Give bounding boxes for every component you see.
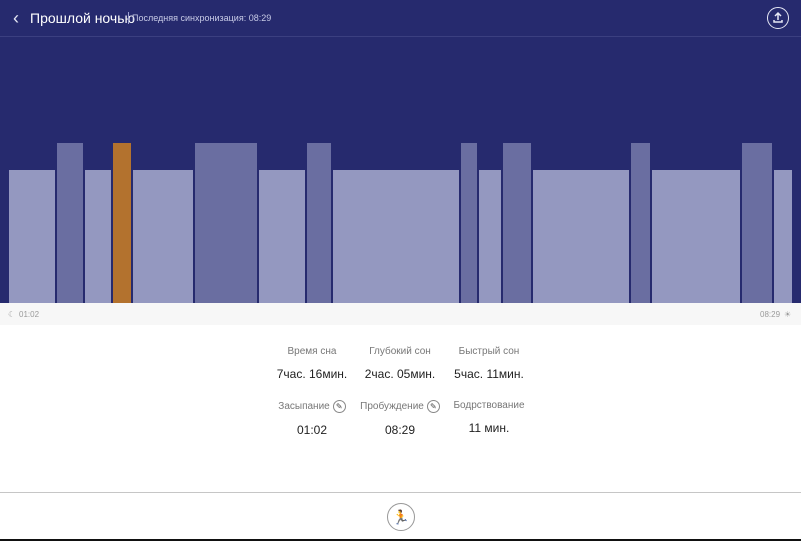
stat-label: Время сна — [287, 346, 337, 357]
timeline-start: 01:02 — [19, 310, 40, 319]
stat-fast-sleep: Быстрый сон 5час. 11мин. — [429, 346, 549, 381]
stat-wake-up: Пробуждение ✎ 08:29 — [340, 400, 460, 437]
sleep-segment-deep — [503, 143, 531, 303]
stat-label: Бодрствование — [453, 400, 525, 411]
app-header: ‹ Прошлой ночью Последняя синхронизация:… — [0, 0, 801, 37]
stat-label-text: Пробуждение — [360, 401, 424, 413]
bottom-border — [0, 539, 801, 541]
activity-button[interactable]: 🏃 — [387, 503, 415, 531]
stat-sleep-time: Время сна 7час. 16мин. — [252, 346, 372, 381]
stat-label: Засыпание ✎ — [252, 400, 372, 413]
stat-deep-sleep: Глубокий сон 2час. 05мин. — [340, 346, 460, 381]
stat-label-text: Засыпание — [278, 401, 330, 413]
stat-value: 2час. 05мин. — [364, 367, 436, 381]
sleep-segment-deep — [631, 143, 650, 303]
chevron-left-icon: ‹ — [13, 8, 19, 28]
stat-value: 5час. 11мин. — [454, 367, 524, 381]
sleep-segment-awake — [113, 143, 131, 303]
stat-value: 01:02 — [296, 423, 328, 437]
sleep-chart — [0, 37, 801, 303]
running-person-icon: 🏃 — [392, 509, 410, 525]
sleep-segment-deep — [742, 143, 772, 303]
sleep-segment-light — [9, 170, 55, 303]
timeline-end: 08:29 — [760, 310, 781, 319]
pencil-icon[interactable]: ✎ — [426, 400, 440, 413]
sleep-segment-deep — [307, 143, 331, 303]
sync-status: Последняя синхронизация: 08:29 — [132, 13, 272, 23]
sleep-segment-light — [333, 170, 459, 303]
sleep-segment-light — [133, 170, 193, 303]
stat-value: 11 мин. — [468, 421, 510, 435]
share-upload-icon — [773, 11, 783, 23]
stat-value: 08:29 — [384, 423, 416, 437]
stat-label: Быстрый сон — [458, 346, 520, 357]
stat-label: Глубокий сон — [369, 346, 431, 357]
sleep-segment-light — [259, 170, 305, 303]
sun-icon: ☀ — [784, 310, 792, 319]
stat-value: 7час. 16мин. — [276, 367, 348, 381]
stat-label: Пробуждение ✎ — [340, 400, 460, 413]
back-button[interactable]: ‹ — [8, 8, 24, 28]
sleep-segment-light — [85, 170, 111, 303]
page-title: Прошлой ночью — [30, 10, 135, 26]
footer-divider — [0, 492, 801, 493]
sleep-segment-deep — [57, 143, 83, 303]
sleep-segment-light — [652, 170, 740, 303]
sleep-segment-light — [479, 170, 501, 303]
title-separator — [128, 12, 129, 24]
sleep-segment-light — [774, 170, 792, 303]
pencil-icon[interactable]: ✎ — [332, 400, 346, 413]
sleep-top-panel: ‹ Прошлой ночью Последняя синхронизация:… — [0, 0, 801, 303]
timeline-bar: ☾ 01:02 08:29 ☀ — [0, 303, 801, 326]
sleep-segment-deep — [195, 143, 257, 303]
stat-fall-asleep: Засыпание ✎ 01:02 — [252, 400, 372, 437]
sleep-segment-deep — [461, 143, 477, 303]
stat-awake-time: Бодрствование 11 мин. — [429, 400, 549, 435]
share-button[interactable] — [767, 7, 789, 29]
sleep-segment-light — [533, 170, 629, 303]
moon-icon: ☾ — [8, 310, 16, 319]
